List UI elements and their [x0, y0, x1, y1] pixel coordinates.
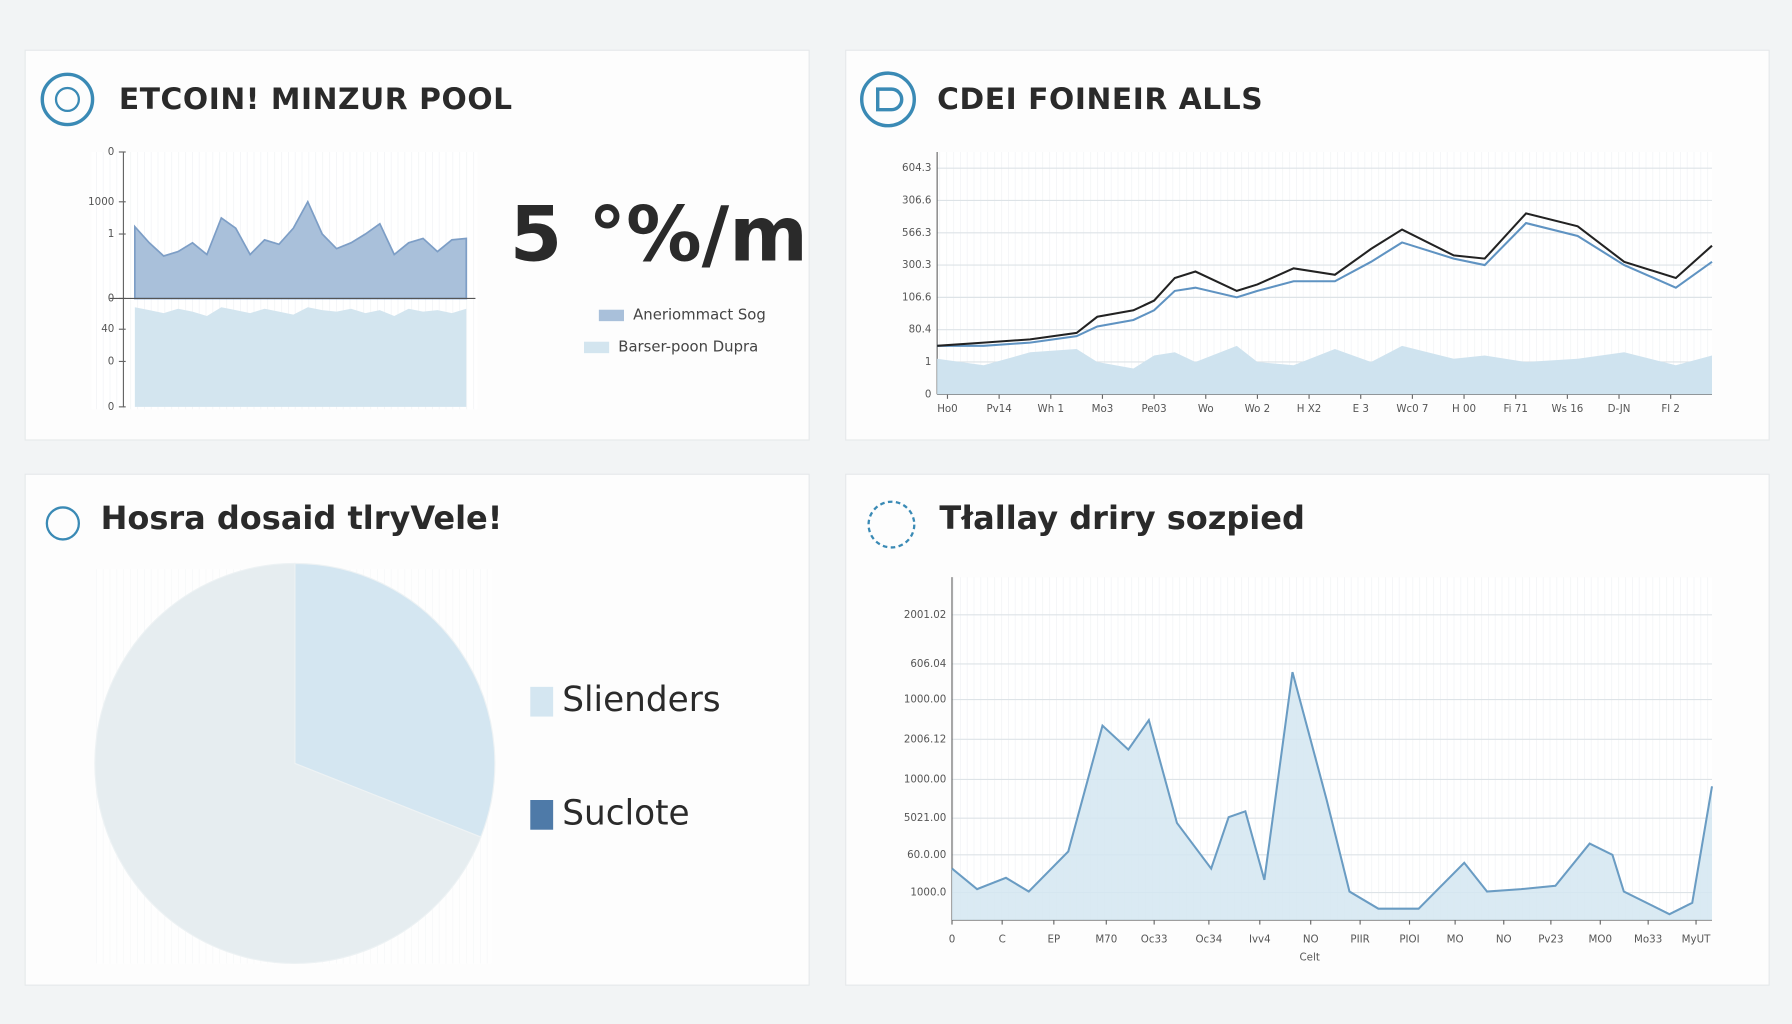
y-tick-label: 0: [108, 401, 115, 413]
x-tick-label: E 3: [1353, 403, 1369, 415]
y-tick-label: 1000.00: [904, 694, 946, 706]
legend-swatch: [584, 341, 610, 354]
x-tick-label: D-JN: [1608, 403, 1631, 415]
x-tick-label: EP: [1047, 933, 1060, 945]
x-tick-label: MyUT: [1682, 933, 1711, 945]
x-tick-label: Pe03: [1142, 403, 1167, 415]
x-tick-label: Pv14: [986, 403, 1011, 415]
x-tick-label: Mo3: [1092, 403, 1114, 415]
x-tick-label: Ho0: [937, 403, 958, 415]
y-tick-label: 1: [925, 356, 932, 368]
y-tick-label: 106.6: [902, 291, 931, 303]
y-tick-label: 1000: [88, 196, 114, 208]
x-axis-label: Celt: [1300, 952, 1320, 964]
y-tick-label: 1000.0: [910, 887, 946, 899]
x-tick-label: MO: [1447, 933, 1464, 945]
y-tick-label: 566.3: [902, 227, 931, 239]
x-tick-label: Wo 2: [1245, 403, 1271, 415]
line: [937, 221, 1713, 347]
x-tick-label: C: [999, 933, 1006, 945]
x-tick-label: Fi 71: [1504, 403, 1528, 415]
legend-swatch: [530, 800, 554, 830]
panel-title: CDEI FOINEIR ALLS: [937, 82, 1263, 117]
panel-title: ETCOIN! MINZUR POOL: [119, 82, 513, 117]
legend-label: Barser-poon Dupra: [618, 337, 758, 355]
y-tick-label: 80.4: [909, 324, 932, 336]
x-tick-label: 0: [949, 933, 956, 945]
y-tick-label: 604.3: [902, 162, 931, 174]
legend-swatch: [530, 686, 554, 717]
y-tick-label: 0: [108, 355, 115, 367]
line: [937, 212, 1713, 347]
y-tick-label: 40: [101, 323, 114, 335]
icon: [40, 71, 916, 549]
x-tick-label: Wo: [1198, 403, 1214, 415]
legend-label: Slienders: [562, 680, 720, 720]
area: [937, 345, 1712, 395]
area: [134, 199, 468, 300]
x-tick-label: Oc33: [1141, 933, 1168, 945]
x-tick-label: PIOI: [1399, 933, 1419, 945]
y-tick-label: 1: [108, 228, 115, 240]
legend-swatch: [598, 309, 624, 322]
y-tick-label: 60.0.00: [907, 849, 946, 861]
headline: 5 °%/m: [510, 191, 808, 279]
x-tick-label: Fl 2: [1661, 403, 1680, 415]
x-tick-label: Ivv4: [1249, 933, 1271, 945]
x-tick-label: Wc0 7: [1396, 403, 1428, 415]
y-tick-label: 2001.02: [904, 609, 946, 621]
panel-title: Tłallay driry sozpied: [939, 499, 1304, 537]
pie-slice: [294, 562, 496, 838]
x-tick-label: Wh 1: [1038, 403, 1064, 415]
y-tick-label: 606.04: [910, 658, 946, 670]
legend-label: Suclote: [562, 793, 689, 833]
line: [951, 671, 1714, 916]
x-tick-label: NO: [1496, 933, 1512, 945]
x-tick-label: Mo33: [1634, 933, 1662, 945]
legend-label: Aneriommact Sog: [633, 305, 766, 323]
panel-title: Hosra dosaid tlryVele!: [101, 499, 503, 537]
y-tick-label: 5021.00: [904, 812, 946, 824]
x-tick-label: PIIR: [1350, 933, 1369, 945]
x-tick-label: MO0: [1589, 933, 1612, 945]
y-tick-label: 306.6: [902, 194, 931, 206]
y-tick-label: 300.3: [902, 259, 931, 271]
pie-slice: [94, 562, 482, 964]
x-tick-label: M70: [1095, 933, 1117, 945]
x-tick-label: Pv23: [1538, 933, 1563, 945]
x-tick-label: Ws 16: [1551, 403, 1583, 415]
y-tick-label: 1000.00: [904, 773, 946, 785]
y-tick-label: 0: [925, 388, 932, 400]
area: [952, 672, 1712, 920]
y-tick-label: 0: [108, 146, 115, 158]
y-tick-label: 2006.12: [904, 733, 946, 745]
area: [134, 307, 467, 407]
x-tick-label: H X2: [1297, 403, 1322, 415]
x-tick-label: NO: [1303, 933, 1319, 945]
x-tick-label: H 00: [1452, 403, 1476, 415]
x-tick-label: Oc34: [1195, 933, 1222, 945]
